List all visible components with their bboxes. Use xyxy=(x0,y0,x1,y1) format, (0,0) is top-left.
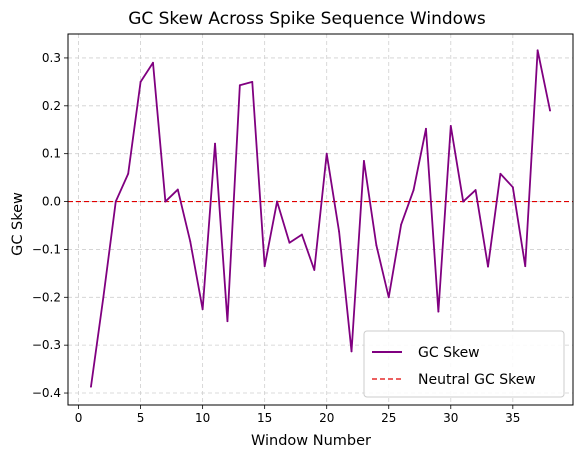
y-tick-label: −0.1 xyxy=(32,242,61,256)
legend-box xyxy=(363,330,565,398)
data-point xyxy=(325,152,328,155)
data-point xyxy=(400,223,403,226)
data-point xyxy=(189,240,192,243)
y-tick-label: 0.3 xyxy=(42,51,61,65)
y-axis-label: GC Skew xyxy=(10,192,26,256)
y-tick-label: 0.1 xyxy=(42,147,61,161)
data-point xyxy=(536,49,539,52)
data-point xyxy=(449,125,452,127)
data-point xyxy=(300,233,303,236)
data-point xyxy=(276,200,278,203)
data-point xyxy=(214,142,216,145)
data-point xyxy=(511,186,514,189)
data-point xyxy=(350,350,353,353)
legend-label-neutral: Neutral GC Skew xyxy=(418,372,536,388)
data-point xyxy=(338,230,341,233)
data-point xyxy=(152,61,154,64)
x-tick-label: 5 xyxy=(137,411,145,425)
y-tick-label: 0.2 xyxy=(42,99,61,113)
data-point xyxy=(363,159,365,162)
data-point xyxy=(102,296,105,299)
chart-title: GC Skew Across Spike Sequence Windows xyxy=(128,9,486,29)
x-axis-ticks: 0 5 10 15 20 25 30 35 xyxy=(75,405,520,425)
series-layer xyxy=(90,49,551,388)
x-tick-label: 25 xyxy=(381,411,396,425)
data-point xyxy=(474,189,477,191)
data-point xyxy=(313,269,316,271)
data-point xyxy=(263,265,266,268)
data-point xyxy=(226,320,229,323)
legend-label-gc-skew: GC Skew xyxy=(418,345,480,361)
data-point xyxy=(127,172,130,175)
data-point xyxy=(251,80,254,83)
data-point xyxy=(288,241,291,244)
data-point xyxy=(412,189,415,191)
data-point xyxy=(524,265,527,268)
data-point xyxy=(90,385,92,388)
data-point xyxy=(139,80,142,83)
y-axis-ticks: −0.4 −0.3 −0.2 −0.1 0.0 0.1 0.2 0.3 xyxy=(32,51,68,400)
x-tick-label: 20 xyxy=(319,411,334,425)
x-tick-label: 0 xyxy=(75,411,83,425)
data-point xyxy=(375,244,378,247)
gc-skew-series-line xyxy=(90,49,551,387)
data-point xyxy=(201,308,204,311)
x-tick-label: 15 xyxy=(257,411,272,425)
data-point xyxy=(164,200,167,203)
x-tick-label: 35 xyxy=(505,411,520,425)
data-point xyxy=(549,109,551,112)
data-point xyxy=(462,200,465,203)
y-tick-label: −0.3 xyxy=(32,338,61,352)
data-point xyxy=(114,200,117,203)
x-axis-label: Window Number xyxy=(251,433,371,449)
data-point xyxy=(176,188,179,191)
x-tick-label: 10 xyxy=(195,411,210,425)
data-point xyxy=(437,310,440,313)
y-tick-label: −0.4 xyxy=(32,386,61,400)
y-tick-label: 0.0 xyxy=(42,195,61,209)
data-point xyxy=(499,172,502,175)
plot-area-frame xyxy=(67,33,574,406)
data-point xyxy=(238,84,241,87)
legend: GC Skew Neutral GC Skew xyxy=(363,330,565,398)
data-point xyxy=(387,296,390,299)
data-point xyxy=(425,127,427,130)
x-tick-label: 30 xyxy=(443,411,458,425)
data-point xyxy=(487,265,489,268)
y-tick-label: −0.2 xyxy=(32,290,61,304)
